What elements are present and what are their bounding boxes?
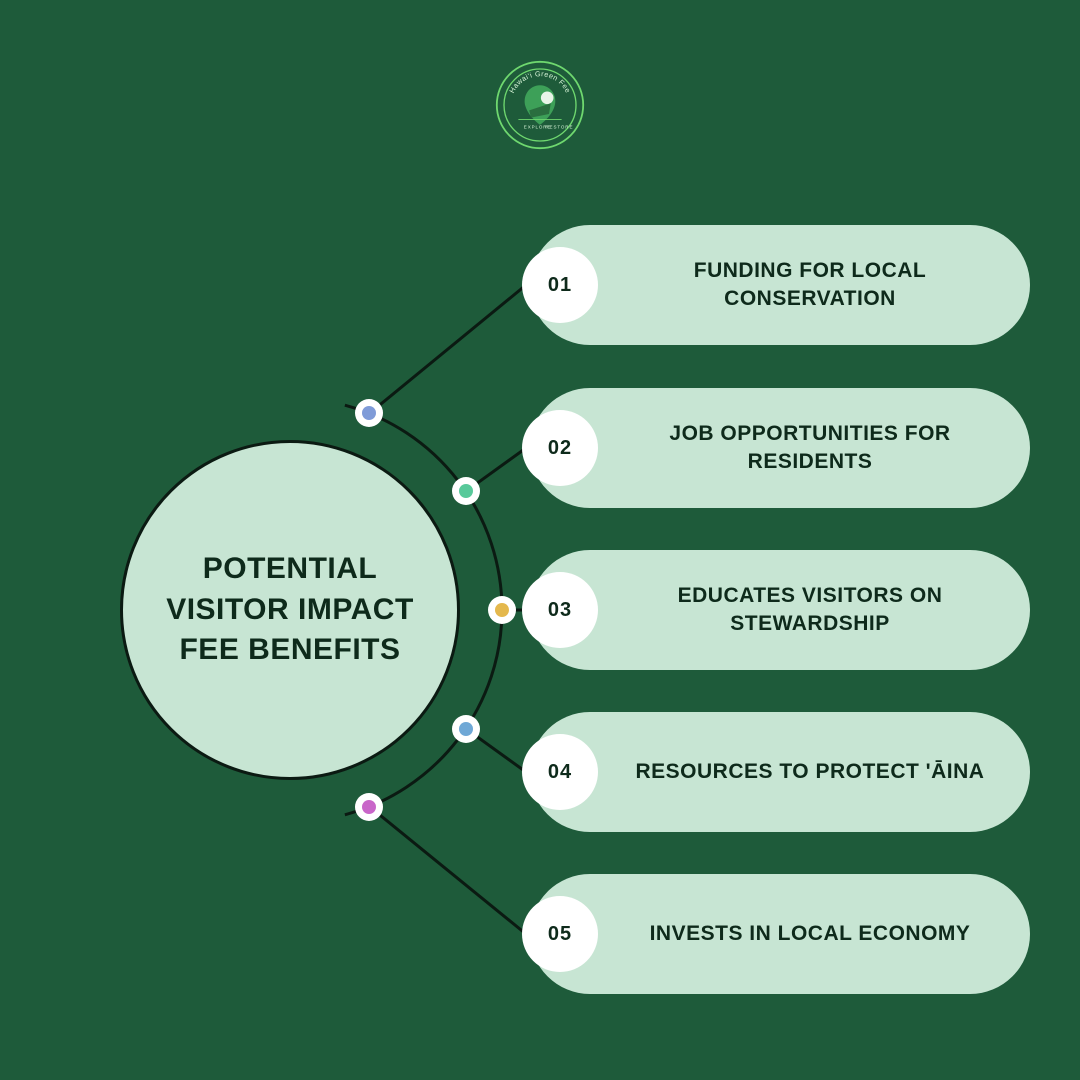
benefit-label-05: INVESTS IN LOCAL ECONOMY (650, 920, 971, 948)
benefit-pill-01: FUNDING FOR LOCAL CONSERVATION (530, 225, 1030, 345)
logo-badge-icon: Hawai'i Green Fee EXPLORE RESTORE (495, 60, 585, 150)
arc-dot-01 (355, 399, 383, 427)
svg-text:RESTORE: RESTORE (545, 124, 573, 129)
benefit-label-02: JOB OPPORTUNITIES FOR RESIDENTS (630, 420, 990, 477)
benefit-number-05: 05 (522, 896, 598, 972)
arc-dot-02 (452, 477, 480, 505)
benefit-number-02: 02 (522, 410, 598, 486)
benefit-pill-05: INVESTS IN LOCAL ECONOMY (530, 874, 1030, 994)
arc-dot-03 (488, 596, 516, 624)
main-circle: POTENTIAL VISITOR IMPACT FEE BENEFITS (120, 440, 460, 780)
benefit-number-01: 01 (522, 247, 598, 323)
main-title: POTENTIAL VISITOR IMPACT FEE BENEFITS (163, 549, 417, 671)
benefit-number-03: 03 (522, 572, 598, 648)
benefit-label-03: EDUCATES VISITORS ON STEWARDSHIP (630, 582, 990, 639)
benefit-label-04: RESOURCES TO PROTECT 'ĀINA (636, 758, 985, 786)
brand-logo: Hawai'i Green Fee EXPLORE RESTORE (495, 60, 585, 150)
benefit-pill-02: JOB OPPORTUNITIES FOR RESIDENTS (530, 388, 1030, 508)
benefit-label-01: FUNDING FOR LOCAL CONSERVATION (630, 257, 990, 314)
benefit-number-04: 04 (522, 734, 598, 810)
arc-dot-04 (452, 715, 480, 743)
arc-dot-05 (355, 793, 383, 821)
benefit-pill-03: EDUCATES VISITORS ON STEWARDSHIP (530, 550, 1030, 670)
benefit-pill-04: RESOURCES TO PROTECT 'ĀINA (530, 712, 1030, 832)
